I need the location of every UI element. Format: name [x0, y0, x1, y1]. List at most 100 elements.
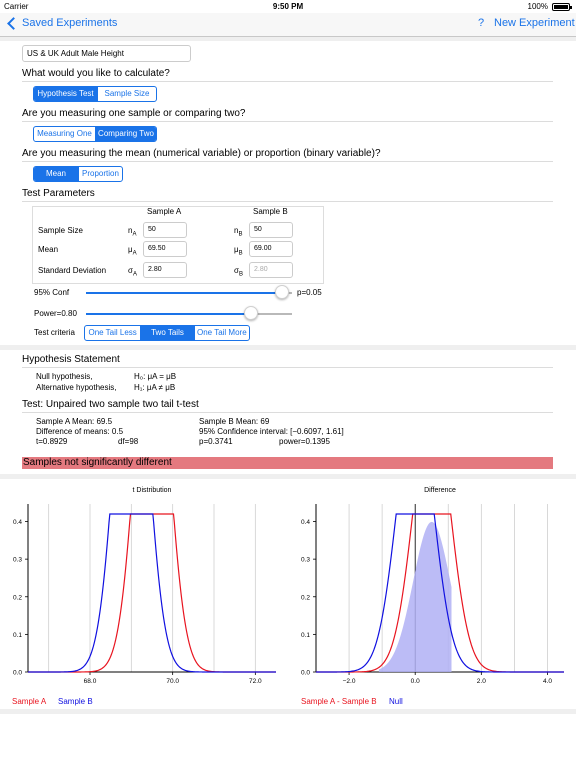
sample-b-header: Sample B	[253, 207, 288, 216]
mean-option[interactable]: Mean	[34, 167, 78, 181]
y-tick-label: 0.3	[301, 557, 310, 564]
legend-null: Null	[389, 697, 403, 706]
x-tick-label: 2.0	[477, 678, 486, 685]
param-symbol-a: σA	[128, 266, 137, 278]
confidence-slider-knob[interactable]	[274, 285, 289, 299]
p-value: p=0.3741	[199, 437, 233, 446]
y-tick-label: 0.0	[13, 670, 22, 677]
divider-band	[0, 345, 576, 350]
param-input-a[interactable]: 2.80	[143, 262, 187, 278]
calc-question: What would you like to calculate?	[22, 68, 170, 79]
divider	[22, 81, 553, 82]
proportion-option[interactable]: Proportion	[77, 167, 122, 181]
parameters-table	[32, 206, 324, 284]
test-criteria-segmented-control: One Tail Less Two Tails One Tail More	[84, 325, 250, 341]
comparing-two-option[interactable]: Comparing Two	[94, 127, 156, 141]
calc-segmented-control: Hypothesis Test Sample Size	[33, 86, 157, 102]
power-slider[interactable]	[86, 306, 292, 320]
param-symbol-b: nB	[234, 226, 243, 238]
confidence-interval: 95% Confidence interval: [−0.6097, 1.61]	[199, 427, 344, 436]
difference-chart: Difference 0.0 0.1 0.2 0.3 0.4 −2.0 0.0 2.0 4.0	[301, 487, 564, 685]
y-tick-label: 0.4	[301, 519, 310, 526]
one-tail-more-option[interactable]: One Tail More	[193, 326, 249, 340]
divider-band	[0, 709, 576, 714]
null-hypothesis-label: Null hypothesis,	[36, 372, 93, 381]
param-input-b[interactable]: 69.00	[249, 241, 293, 257]
chart-title: Difference	[424, 487, 456, 494]
legend-sample-b: Sample B	[58, 697, 93, 706]
back-label: Saved Experiments	[22, 17, 118, 29]
variable-question: Are you measuring the mean (numerical va…	[22, 148, 381, 159]
alt-hypothesis-label: Alternative hypothesis,	[36, 383, 117, 392]
x-tick-label: 0.0	[411, 678, 420, 685]
one-tail-less-option[interactable]: One Tail Less	[88, 328, 137, 337]
sample-size-option[interactable]: Sample Size	[96, 87, 156, 101]
experiment-name-field[interactable]: US & UK Adult Male Height	[22, 45, 191, 62]
param-input-b[interactable]: 50	[249, 222, 293, 238]
divider	[22, 412, 553, 413]
measuring-one-option[interactable]: Measuring One	[37, 129, 92, 138]
test-title: Test: Unpaired two sample two tail t-tes…	[22, 399, 199, 410]
verdict-bar: Samples not significantly different	[22, 457, 553, 469]
y-tick-label: 0.2	[301, 594, 310, 601]
confidence-slider[interactable]	[86, 285, 292, 299]
sample-a-header: Sample A	[147, 207, 182, 216]
hypothesis-test-option[interactable]: Hypothesis Test	[34, 87, 97, 101]
test-parameters-title: Test Parameters	[22, 188, 95, 199]
sample-a-mean: Sample A Mean: 69.5	[36, 417, 113, 426]
chart-title: t Distribution	[133, 487, 172, 494]
degrees-of-freedom: df=98	[118, 437, 139, 446]
param-input-a[interactable]: 69.50	[143, 241, 187, 257]
param-row-label: Sample Size	[38, 226, 83, 235]
difference-of-means: Difference of means: 0.5	[36, 427, 124, 436]
test-criteria-label: Test criteria	[34, 328, 75, 337]
divider-band	[0, 37, 576, 41]
samples-question: Are you measuring one sample or comparin…	[22, 108, 246, 119]
chevron-left-icon	[7, 16, 20, 30]
x-tick-label: −2.0	[343, 678, 356, 685]
legend-sample-a: Sample A	[12, 697, 47, 706]
x-tick-label: 72.0	[249, 678, 262, 685]
hypothesis-title: Hypothesis Statement	[22, 354, 120, 365]
carrier-label: Carrier	[4, 2, 29, 11]
x-tick-label: 70.0	[166, 678, 179, 685]
sample-b-mean: Sample B Mean: 69	[199, 417, 270, 426]
y-tick-label: 0.1	[301, 632, 310, 639]
power-slider-knob[interactable]	[243, 306, 258, 320]
divider	[22, 121, 553, 122]
divider	[22, 161, 553, 162]
y-tick-label: 0.0	[301, 670, 310, 677]
power-value: power=0.1395	[279, 437, 330, 446]
status-bar: Carrier 9:50 PM 100%	[0, 0, 576, 13]
divider	[22, 201, 553, 202]
param-row-label: Standard Deviation	[38, 266, 107, 275]
two-tails-option[interactable]: Two Tails	[140, 326, 194, 340]
divider	[22, 367, 553, 368]
param-input-b[interactable]: 2.80	[249, 262, 293, 278]
param-symbol-a: μA	[128, 245, 137, 257]
param-row-label: Mean	[38, 245, 59, 254]
variable-segmented-control: Mean Proportion	[33, 166, 123, 182]
new-experiment-button[interactable]: New Experiment	[494, 17, 575, 29]
t-distribution-chart: t Distribution 0.0 0.1 0.2 0.3 0.4 68.0 70.0 72.…	[13, 487, 276, 685]
saved-experiments-back-button[interactable]: Saved Experiments	[6, 16, 118, 30]
confidence-label: 95% Conf	[34, 288, 70, 297]
series-line-a	[28, 513, 276, 673]
alt-hypothesis-expression: H₁: μA ≠ μB	[134, 383, 176, 392]
param-symbol-b: σB	[234, 266, 243, 278]
battery-icon	[552, 3, 572, 11]
x-tick-label: 68.0	[84, 678, 97, 685]
series-line-b	[316, 513, 564, 673]
help-button[interactable]: ?	[478, 17, 485, 29]
param-input-a[interactable]: 50	[143, 222, 187, 238]
param-symbol-b: μB	[234, 245, 243, 257]
power-label: Power=0.80	[34, 309, 77, 318]
series-line-b	[28, 513, 276, 673]
y-tick-label: 0.2	[13, 594, 22, 601]
param-symbol-a: nA	[128, 226, 137, 238]
samples-segmented-control: Measuring One Comparing Two	[33, 126, 157, 142]
y-tick-label: 0.4	[13, 519, 22, 526]
navigation-bar: Saved Experiments ? New Experiment	[0, 13, 576, 37]
status-time: 9:50 PM	[272, 2, 304, 11]
p-value-label: p=0.05	[297, 288, 322, 297]
